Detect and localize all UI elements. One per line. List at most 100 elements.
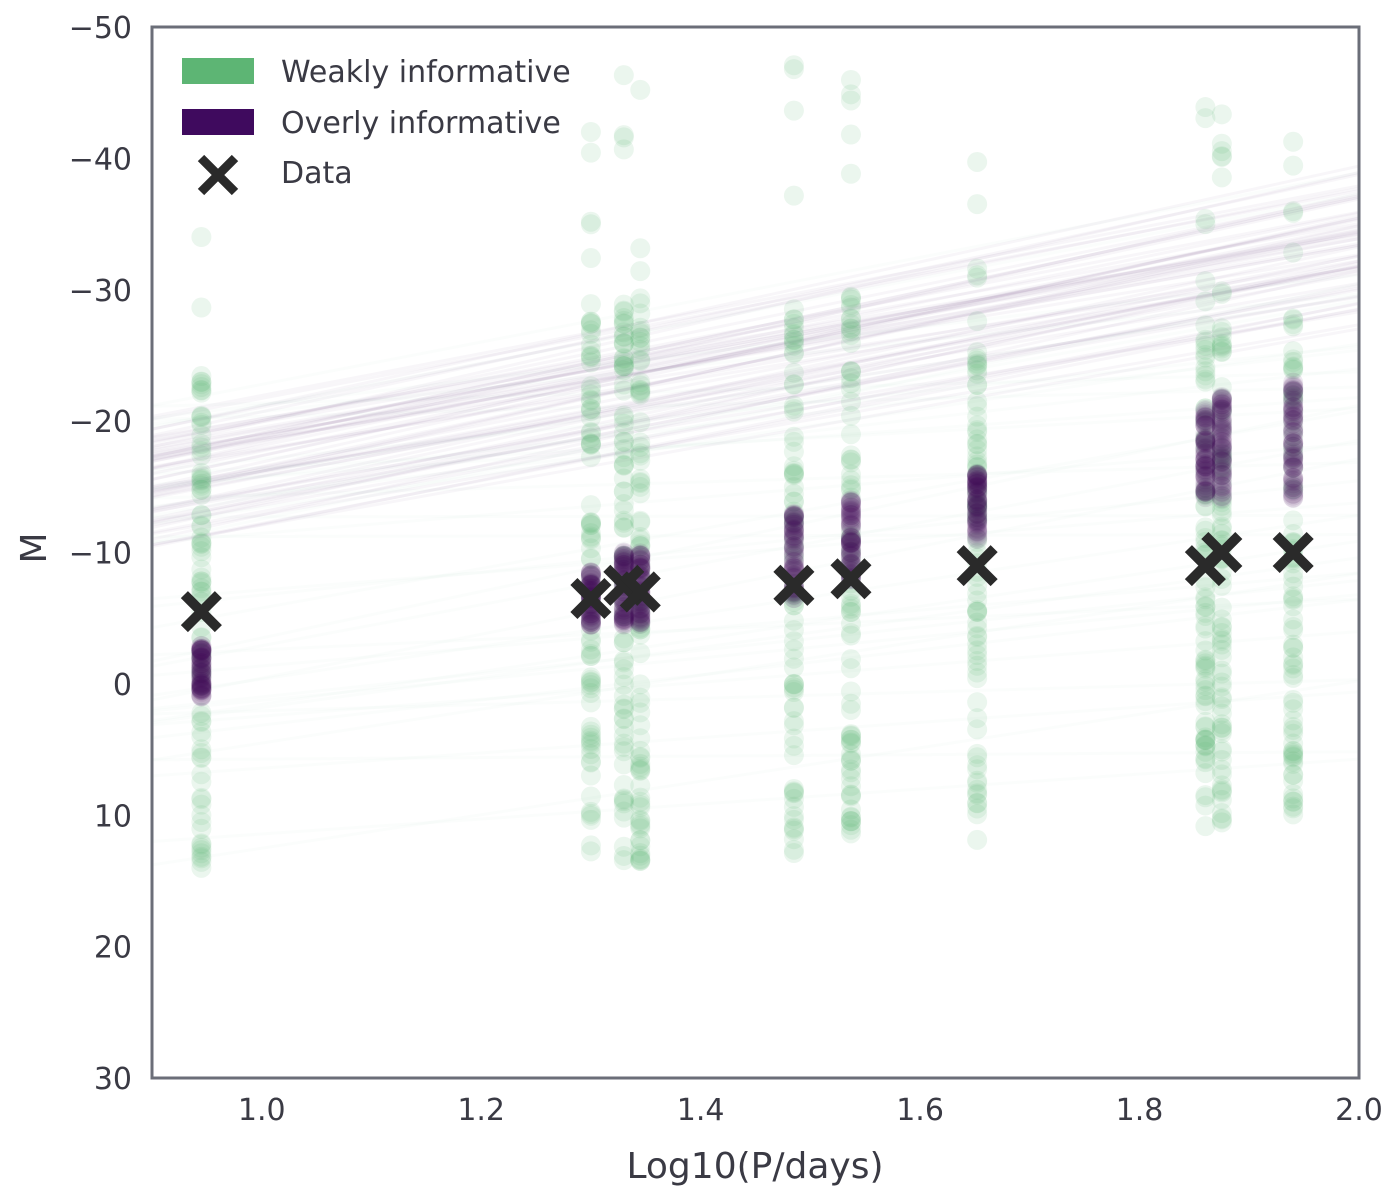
weak-sample-point xyxy=(1195,727,1216,748)
overly-sample-point xyxy=(1211,436,1232,457)
weak-sample-point xyxy=(967,151,988,172)
overly-sample-point xyxy=(1211,465,1232,486)
overly-sample-point xyxy=(1211,419,1232,440)
overly-sample-point xyxy=(840,505,861,526)
weak-sample-point xyxy=(967,360,988,381)
weak-sample-point xyxy=(1195,675,1216,696)
weak-sample-point xyxy=(580,384,601,405)
weak-sample-point xyxy=(630,715,651,736)
overly-sample-point xyxy=(191,675,212,696)
weak-sample-point xyxy=(783,335,804,356)
overly-sample-point xyxy=(783,528,804,549)
weak-sample-point xyxy=(580,248,601,269)
overly-sample-point xyxy=(613,613,634,634)
overly-sample-point xyxy=(783,520,804,541)
weak-sample-point xyxy=(840,799,861,820)
overly-sample-point xyxy=(1283,406,1304,427)
weak-sample-point xyxy=(967,645,988,666)
weak-sample-point xyxy=(191,567,212,588)
overly-sample-point xyxy=(1283,379,1304,400)
overly-sample-point xyxy=(1195,450,1216,471)
weak-sample-point xyxy=(191,465,212,486)
overly-sample-point xyxy=(1283,457,1304,478)
weak-sample-point xyxy=(191,726,212,747)
weak-sample-point xyxy=(1283,746,1304,767)
weak-sample-point xyxy=(1211,808,1232,829)
weak-sample-point xyxy=(840,700,861,721)
weak-sample-point xyxy=(840,595,861,616)
overly-sample-point xyxy=(783,536,804,557)
weak-sample-point xyxy=(840,318,861,339)
weak-sample-point xyxy=(1211,779,1232,800)
weak-sample-point xyxy=(1283,658,1304,679)
overly-sample-point xyxy=(967,498,988,519)
overly-sample-point xyxy=(191,642,212,663)
weak-sample-point xyxy=(580,751,601,772)
weak-sample-point xyxy=(1211,412,1232,433)
weak-sample-point xyxy=(783,697,804,718)
weak-sample-point xyxy=(783,788,804,809)
overly-sample-point xyxy=(1283,389,1304,410)
overly-sample-point xyxy=(783,543,804,564)
weak-sample-point xyxy=(191,581,212,602)
overly-sample-point xyxy=(783,536,804,557)
weak-sample-point xyxy=(630,613,651,634)
overly-sample-point xyxy=(967,472,988,493)
weak-sample-point xyxy=(580,121,601,142)
weak-sample-point xyxy=(613,360,634,381)
overly-sample-point xyxy=(191,653,212,674)
weak-sample-point xyxy=(191,412,212,433)
overly-sample-point xyxy=(1195,448,1216,469)
overly-sample-point xyxy=(1283,372,1304,393)
weak-sample-point xyxy=(783,426,804,447)
x-tick-label: 1.2 xyxy=(457,1093,505,1128)
weak-sample-point xyxy=(580,526,601,547)
weak-sample-point xyxy=(1283,341,1304,362)
weak-sample-point xyxy=(580,538,601,559)
weak-sample-point xyxy=(783,462,804,483)
weak-sample-point xyxy=(1211,809,1232,830)
weak-sample-point xyxy=(1283,448,1304,469)
overly-sample-point xyxy=(1195,480,1216,501)
weak-sample-point xyxy=(613,356,634,377)
weak-sample-point xyxy=(840,811,861,832)
weak-sample-point xyxy=(840,733,861,754)
overly-sample-point xyxy=(840,495,861,516)
overly-sample-point xyxy=(1283,381,1304,402)
weak-sample-point xyxy=(191,547,212,568)
weak-sample-point xyxy=(613,493,634,514)
weak-sample-point xyxy=(613,708,634,729)
weak-sample-point xyxy=(630,317,651,338)
weak-sample-point xyxy=(191,794,212,815)
overly-sample-point xyxy=(840,500,861,521)
weak-sample-point xyxy=(840,785,861,806)
overly-sample-point xyxy=(191,673,212,694)
weak-sample-point xyxy=(191,533,212,554)
weak-sample-point xyxy=(1195,749,1216,770)
overly-sample-point xyxy=(613,610,634,631)
overly-sample-point xyxy=(1283,483,1304,504)
weak-sample-point xyxy=(1283,202,1304,223)
overly-sample-point xyxy=(1283,455,1304,476)
weak-sample-point xyxy=(967,374,988,395)
overly-sample-point xyxy=(191,640,212,661)
overly-sample-point xyxy=(630,609,651,630)
overly-sample-point xyxy=(1211,446,1232,467)
overly-sample-point xyxy=(1195,469,1216,490)
weak-sample-point xyxy=(1211,609,1232,630)
overly-sample-point xyxy=(967,513,988,534)
overly-sample-point xyxy=(1283,477,1304,498)
weak-sample-point xyxy=(191,462,212,483)
weak-sample-point xyxy=(1211,141,1232,162)
overly-sample-point xyxy=(783,516,804,537)
overly-sample-point xyxy=(613,552,634,573)
weak-sample-point xyxy=(840,449,861,470)
overly-sample-point xyxy=(840,532,861,553)
overly-sample-point xyxy=(191,672,212,693)
weak-sample-point xyxy=(783,456,804,477)
overly-sample-point xyxy=(580,614,601,635)
weak-sample-point xyxy=(191,479,212,500)
weak-sample-point xyxy=(191,376,212,397)
overly-sample-point xyxy=(1195,430,1216,451)
weak-sample-point xyxy=(630,728,651,749)
